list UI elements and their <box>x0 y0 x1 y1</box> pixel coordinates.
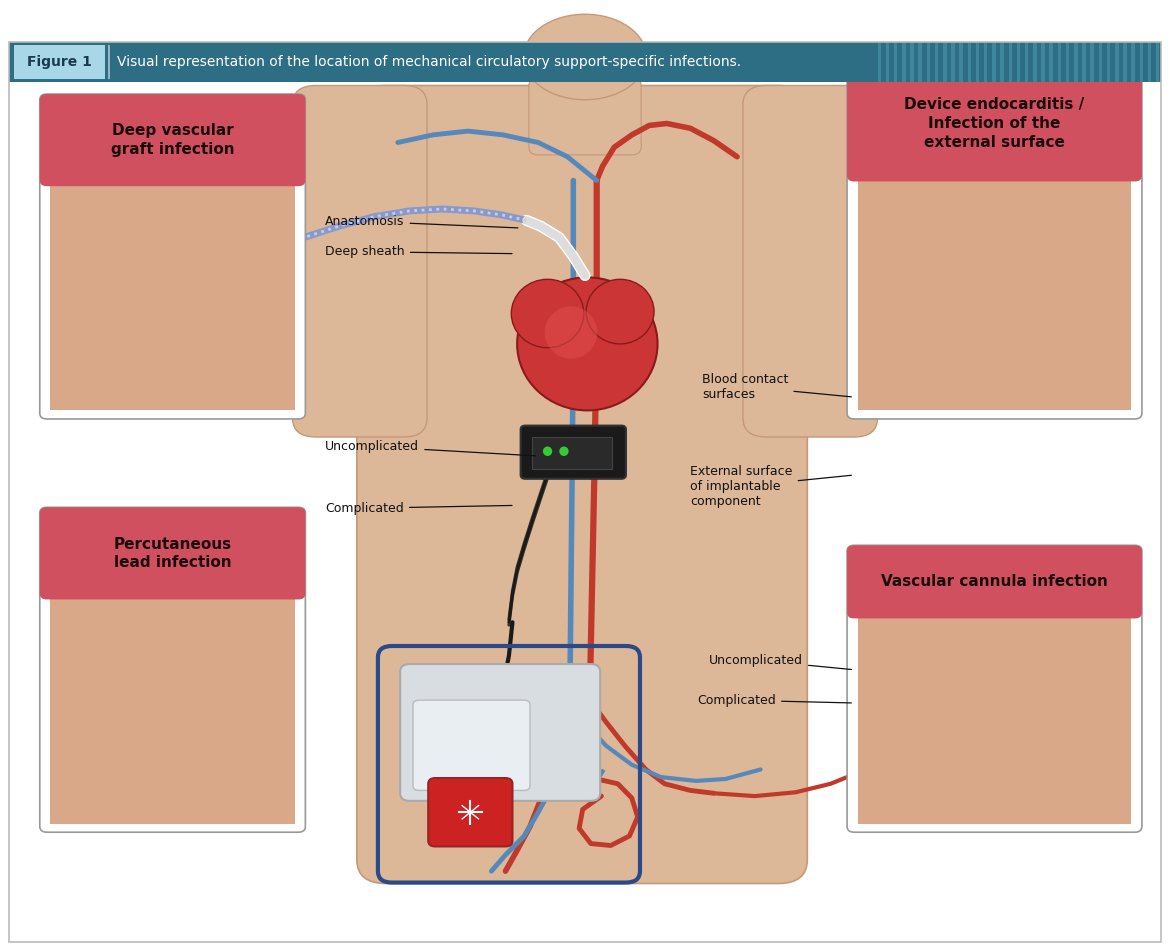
FancyBboxPatch shape <box>847 545 1142 618</box>
Bar <box>886 42 889 82</box>
Bar <box>918 42 922 82</box>
Text: Deep vascular
graft infection: Deep vascular graft infection <box>111 124 234 157</box>
Bar <box>1025 42 1028 82</box>
Bar <box>910 42 914 82</box>
Ellipse shape <box>517 277 658 410</box>
Bar <box>1000 42 1004 82</box>
Bar <box>858 613 1131 824</box>
FancyBboxPatch shape <box>40 94 305 186</box>
Text: Device endocarditis /
Infection of the
external surface: Device endocarditis / Infection of the e… <box>904 98 1085 149</box>
Bar <box>894 42 897 82</box>
Text: Uncomplicated: Uncomplicated <box>709 654 852 670</box>
Bar <box>1123 42 1127 82</box>
Bar <box>1066 42 1069 82</box>
Text: Anastomosis: Anastomosis <box>325 215 518 228</box>
Bar <box>1009 42 1012 82</box>
Text: Visual representation of the location of mechanical circulatory support-specific: Visual representation of the location of… <box>117 55 741 68</box>
Bar <box>1140 42 1143 82</box>
Bar <box>854 118 1135 176</box>
Bar <box>1058 42 1061 82</box>
Bar <box>50 594 295 824</box>
Ellipse shape <box>544 306 598 359</box>
Bar <box>902 42 906 82</box>
Ellipse shape <box>543 446 552 456</box>
Bar <box>943 42 947 82</box>
Ellipse shape <box>511 279 584 348</box>
FancyBboxPatch shape <box>357 86 807 884</box>
Bar <box>1090 42 1094 82</box>
FancyBboxPatch shape <box>40 94 305 419</box>
Bar <box>1041 42 1045 82</box>
Text: Vascular cannula infection: Vascular cannula infection <box>881 575 1108 589</box>
FancyBboxPatch shape <box>743 86 878 437</box>
Bar <box>976 42 979 82</box>
FancyBboxPatch shape <box>40 507 305 599</box>
Bar <box>9 42 1161 82</box>
Bar <box>984 42 987 82</box>
FancyBboxPatch shape <box>847 66 1142 181</box>
Bar <box>1082 42 1086 82</box>
Ellipse shape <box>524 14 646 100</box>
Bar <box>1156 42 1159 82</box>
FancyBboxPatch shape <box>847 66 1142 419</box>
Bar <box>927 42 930 82</box>
FancyBboxPatch shape <box>413 700 530 790</box>
FancyBboxPatch shape <box>400 664 600 801</box>
Ellipse shape <box>559 446 569 456</box>
Bar <box>854 579 1135 613</box>
Bar <box>47 136 298 180</box>
Bar <box>50 180 295 410</box>
Bar <box>1131 42 1135 82</box>
Bar <box>951 42 955 82</box>
FancyBboxPatch shape <box>428 778 512 846</box>
Bar <box>992 42 996 82</box>
Text: Blood contact
surfaces: Blood contact surfaces <box>702 372 852 401</box>
Ellipse shape <box>586 279 654 344</box>
Bar <box>1148 42 1151 82</box>
Bar <box>935 42 938 82</box>
Bar <box>1074 42 1078 82</box>
Bar <box>1017 42 1020 82</box>
Text: Uncomplicated: Uncomplicated <box>325 440 536 456</box>
Text: Percutaneous
lead infection: Percutaneous lead infection <box>113 537 232 570</box>
FancyBboxPatch shape <box>40 507 305 832</box>
Text: External surface
of implantable
component: External surface of implantable componen… <box>690 465 852 508</box>
Bar <box>968 42 971 82</box>
Bar <box>14 45 105 79</box>
FancyBboxPatch shape <box>292 86 427 437</box>
Text: Figure 1: Figure 1 <box>27 55 92 68</box>
Bar <box>1099 42 1102 82</box>
Bar <box>1049 42 1053 82</box>
Bar <box>47 549 298 594</box>
FancyBboxPatch shape <box>529 78 641 155</box>
Bar <box>1033 42 1037 82</box>
Bar <box>532 437 612 469</box>
Bar <box>959 42 963 82</box>
Bar <box>878 42 881 82</box>
Text: Complicated: Complicated <box>697 694 852 707</box>
FancyBboxPatch shape <box>847 545 1142 832</box>
Bar <box>108 45 110 79</box>
FancyBboxPatch shape <box>521 426 626 479</box>
Bar <box>1115 42 1119 82</box>
Text: Deep sheath: Deep sheath <box>325 245 512 258</box>
Text: Complicated: Complicated <box>325 502 512 515</box>
Bar <box>1107 42 1110 82</box>
Bar <box>858 176 1131 410</box>
